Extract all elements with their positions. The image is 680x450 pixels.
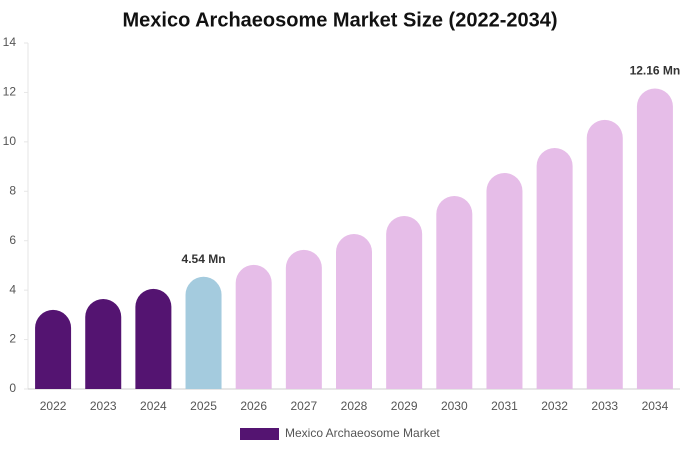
bar xyxy=(35,309,72,389)
x-tick-label: 2031 xyxy=(491,399,518,413)
bar xyxy=(285,249,322,389)
bar xyxy=(436,195,473,389)
y-tick-label: 6 xyxy=(9,233,16,247)
x-tick-label: 2033 xyxy=(591,399,618,413)
bar xyxy=(486,172,523,389)
legend-swatch xyxy=(240,428,279,440)
value-label: 4.54 Mn xyxy=(182,252,226,266)
x-tick-label: 2034 xyxy=(642,399,669,413)
x-tick-label: 2025 xyxy=(190,399,217,413)
chart-title: Mexico Archaeosome Market Size (2022-203… xyxy=(122,9,557,31)
y-tick-label: 0 xyxy=(9,381,16,395)
x-tick-label: 2030 xyxy=(441,399,468,413)
x-tick-label: 2026 xyxy=(240,399,267,413)
x-tick-label: 2028 xyxy=(341,399,368,413)
y-tick-label: 10 xyxy=(3,134,17,148)
bar xyxy=(235,264,272,389)
bar xyxy=(386,216,423,389)
bar xyxy=(586,119,623,389)
bar xyxy=(185,276,222,389)
x-tick-label: 2022 xyxy=(40,399,67,413)
y-tick-label: 14 xyxy=(3,35,17,49)
y-tick-label: 4 xyxy=(9,282,16,296)
x-tick-label: 2027 xyxy=(290,399,317,413)
x-tick-label: 2023 xyxy=(90,399,117,413)
y-tick-label: 12 xyxy=(3,85,17,99)
y-tick-label: 8 xyxy=(9,183,16,197)
value-label: 12.16 Mn xyxy=(630,64,680,78)
legend-label: Mexico Archaeosome Market xyxy=(285,426,440,440)
bar xyxy=(85,299,122,389)
x-tick-label: 2024 xyxy=(140,399,167,413)
x-tick-label: 2032 xyxy=(541,399,568,413)
bar xyxy=(135,288,172,389)
y-tick-label: 2 xyxy=(9,332,16,346)
bar xyxy=(636,88,673,389)
bar xyxy=(336,234,372,389)
bar xyxy=(536,148,573,389)
x-tick-label: 2029 xyxy=(391,399,418,413)
